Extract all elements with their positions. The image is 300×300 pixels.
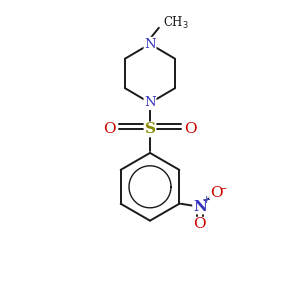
Text: O: O <box>194 217 206 231</box>
Text: $^-$: $^-$ <box>218 185 228 199</box>
Text: S: S <box>145 122 155 136</box>
Text: N: N <box>193 200 207 214</box>
Text: O: O <box>184 122 197 136</box>
Text: O: O <box>103 122 116 136</box>
Text: N: N <box>144 96 156 110</box>
Text: N: N <box>144 38 156 50</box>
Text: CH$_3$: CH$_3$ <box>163 14 189 31</box>
Text: O: O <box>210 186 222 200</box>
Text: +: + <box>202 195 211 205</box>
